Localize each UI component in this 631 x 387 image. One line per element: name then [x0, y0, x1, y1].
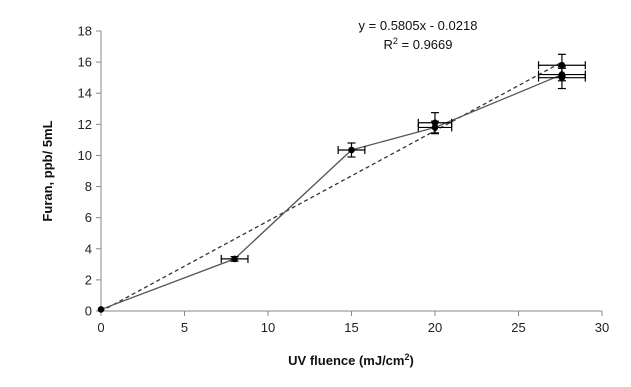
data-point: [231, 255, 238, 263]
x-tick-label: 30: [595, 320, 609, 335]
trendline-r2: R2 = 0.9669: [384, 36, 453, 52]
x-tick-label: 25: [511, 320, 525, 335]
y-tick-label: 10: [78, 148, 92, 163]
x-tick-label: 10: [261, 320, 275, 335]
y-ticks: 0 2 4 6 8 10 12 14 16 18: [78, 24, 101, 319]
x-ticks: 0 5 10 15 20 25 30: [97, 311, 609, 335]
x-axis-title: UV fluence (mJ/cm2): [288, 352, 414, 368]
r2-value: = 0.9669: [398, 37, 453, 52]
r2-label: R: [384, 37, 393, 52]
plot-area: 0 5 10 15 20 25 30 0 2 4 6 8 10 12 14 16 18: [78, 24, 610, 336]
x-axis-title-superscript: 2: [404, 352, 409, 362]
x-tick-label: 0: [97, 320, 104, 335]
r2-superscript: 2: [393, 36, 398, 46]
y-tick-label: 12: [78, 117, 92, 132]
trendline-equation: y = 0.5805x - 0.0218: [359, 18, 478, 33]
error-layer: [220, 53, 586, 263]
data-point: [97, 306, 105, 313]
x-tick-label: 15: [344, 320, 358, 335]
y-tick-label: 4: [85, 241, 92, 256]
data-point: [431, 119, 439, 127]
data-point: [348, 146, 355, 154]
marker-layer: [97, 61, 566, 313]
x-tick-label: 5: [181, 320, 188, 335]
y-tick-label: 14: [78, 86, 92, 101]
y-tick-label: 18: [78, 24, 92, 39]
linear-fit-line: [100, 61, 563, 312]
y-axis-title: Furan, ppb/ 5mL: [40, 120, 55, 221]
x-tick-label: 20: [428, 320, 442, 335]
y-tick-label: 6: [85, 210, 92, 225]
data-point: [431, 124, 439, 131]
y-tick-label: 2: [85, 272, 92, 287]
data-point: [558, 61, 566, 69]
y-tick-label: 16: [78, 55, 92, 70]
y-tick-label: 0: [85, 304, 92, 319]
data-point: [558, 74, 566, 81]
x-axis-title-close: ): [410, 353, 414, 368]
y-tick-label: 8: [85, 179, 92, 194]
x-axis-title-main: UV fluence (mJ/cm: [288, 353, 404, 368]
fit-layer: [100, 61, 563, 312]
